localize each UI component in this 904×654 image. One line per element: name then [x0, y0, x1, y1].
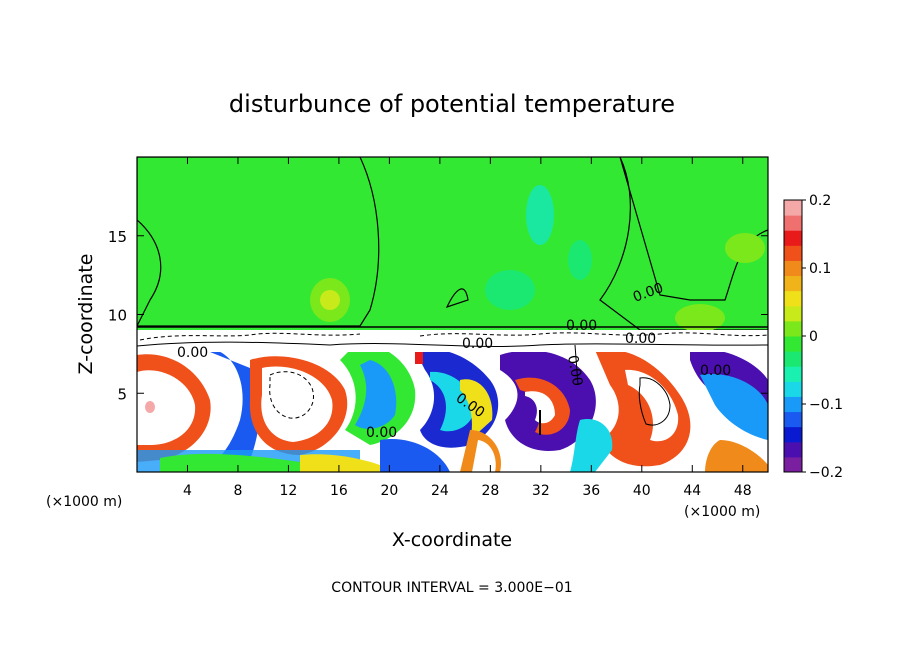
contour-label: 0.00	[177, 345, 208, 361]
x-tick-label: 4	[183, 483, 192, 499]
colorbar-tick-label: 0	[809, 329, 818, 345]
contour-label: 0.00	[462, 336, 493, 352]
colorbar-tick-label: 0.2	[809, 193, 831, 209]
colorbar-swatch	[784, 351, 802, 367]
colorbar-swatch	[784, 245, 802, 261]
colorbar: 0.2 0.1 0 −0.1 −0.2	[783, 193, 843, 481]
x-tick-label: 12	[280, 483, 298, 499]
contour-label: 0.00	[700, 363, 731, 379]
colorbar-swatch	[784, 275, 802, 292]
contour-label: 0.00	[366, 425, 397, 441]
colorbar-tick-label: −0.1	[809, 397, 843, 413]
colorbar-swatch	[784, 230, 802, 246]
colorbar-swatch	[784, 215, 802, 231]
x-tick-label: 28	[481, 483, 499, 499]
lower-field-details	[137, 330, 768, 472]
colorbar-swatch	[784, 290, 802, 307]
x-axis: 4 8 12 16 20 24 28 32 36 40 44 48	[183, 157, 752, 499]
y-tick-label: 5	[117, 385, 127, 403]
colorbar-swatch	[784, 441, 802, 458]
colorbar-tick-label: 0.1	[809, 261, 831, 277]
chart-title: disturbunce of potential temperature	[229, 90, 675, 118]
x-tick-label: 36	[582, 483, 600, 499]
contour-label: 0.00	[566, 318, 597, 334]
colorbar-swatch	[784, 456, 802, 473]
x-tick-label: 48	[734, 483, 752, 499]
colorbar-swatch	[784, 336, 802, 352]
x-tick-label: 40	[633, 483, 651, 499]
colorbar-swatch	[784, 305, 802, 322]
colorbar-swatch	[784, 426, 802, 443]
x-tick-label: 20	[380, 483, 398, 499]
colorbar-swatch	[784, 200, 802, 216]
contour-interval-note: CONTOUR INTERVAL = 3.000E−01	[331, 580, 572, 596]
contour-label: 0.00	[564, 354, 585, 387]
colorbar-swatch	[784, 411, 802, 428]
x-tick-label: 32	[532, 483, 550, 499]
y-axis-label: Z-coordinate	[75, 254, 97, 375]
x-tick-label: 44	[683, 483, 701, 499]
colorbar-swatch	[784, 381, 802, 397]
x-axis-label: X-coordinate	[392, 529, 512, 551]
y-tick-label: 15	[108, 228, 127, 246]
x-tick-label: 24	[431, 483, 449, 499]
x-tick-label: 8	[233, 483, 242, 499]
x-axis-unit: (×1000 m)	[46, 494, 122, 510]
upper-field-details	[137, 157, 768, 330]
y-axis-unit: (×1000 m)	[684, 504, 760, 520]
y-axis: 5 10 15	[108, 228, 768, 403]
colorbar-swatch	[784, 366, 802, 382]
colorbar-swatch	[784, 396, 802, 413]
contour-label: 0.00	[625, 331, 656, 347]
colorbar-swatch	[784, 320, 802, 337]
colorbar-tick-label: −0.2	[809, 465, 843, 481]
colorbar-swatch	[784, 260, 802, 277]
y-tick-label: 10	[108, 307, 127, 325]
x-tick-label: 16	[330, 483, 348, 499]
